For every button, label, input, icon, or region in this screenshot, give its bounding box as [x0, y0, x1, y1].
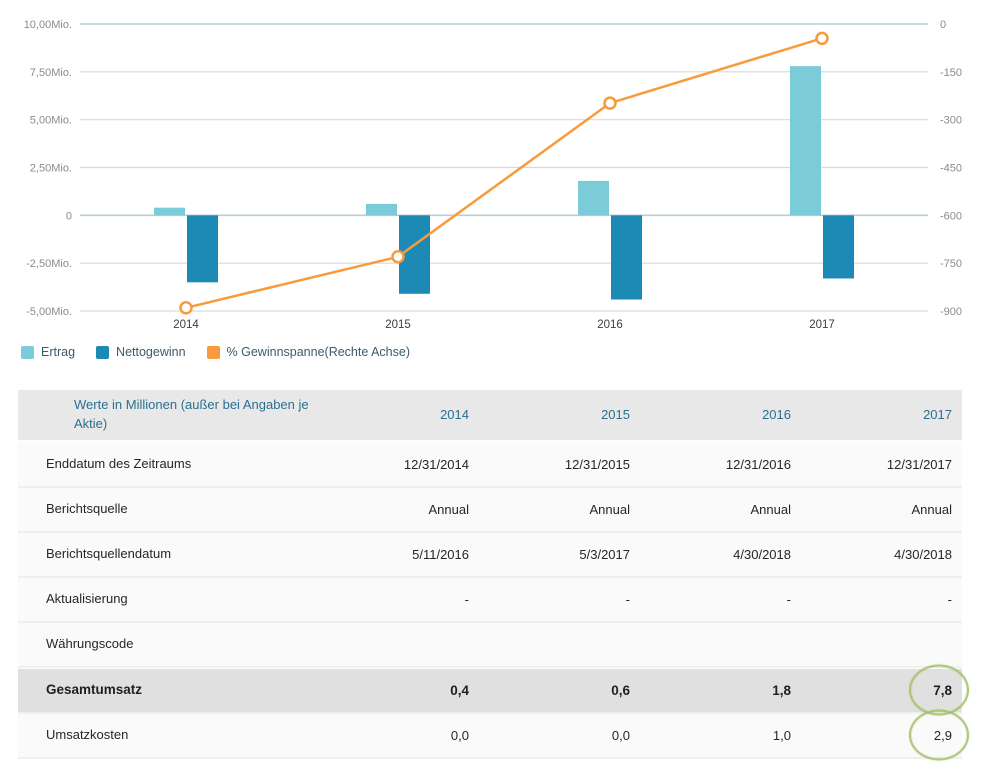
legend-item-nettogewinn[interactable]: Nettogewinn	[96, 345, 186, 359]
line-point[interactable]	[179, 301, 193, 315]
table-cell	[318, 638, 479, 650]
x-axis-category-label: 2014	[173, 319, 199, 331]
table-cell: 2,9	[801, 709, 969, 761]
row-label: Währungscode	[46, 635, 134, 651]
table-cell: 12/31/2016	[725, 456, 791, 472]
legend-swatch-icon	[96, 345, 110, 359]
table-row: Aktualisierung - - - -	[18, 577, 962, 623]
table-cell	[801, 638, 962, 650]
table-cell: Annual	[750, 501, 791, 517]
table-cell	[479, 638, 640, 650]
legend-item-ertrag[interactable]: Ertrag	[21, 345, 75, 359]
table-cell: 0,4	[450, 682, 469, 698]
table-header-row: Werte in Millionen (außer bei Angaben je…	[18, 390, 962, 443]
table-cell: 12/31/2017	[886, 456, 952, 472]
left-axis-tick-label: 0	[66, 210, 72, 222]
legend-label: Nettogewinn	[116, 345, 186, 359]
bar-nettogewinn[interactable]	[823, 215, 854, 279]
highlight-circle	[909, 664, 969, 716]
row-label: Gesamtumsatz	[46, 682, 143, 698]
right-axis-tick-label: -300	[940, 115, 962, 127]
table-cell: 0,6	[611, 682, 630, 698]
table-header-year: 2017	[923, 407, 952, 423]
table-cell: 1,8	[772, 682, 791, 698]
bar-nettogewinn[interactable]	[611, 215, 642, 300]
table-row: Gesamtumsatz 0,4 0,6 1,8 7,8	[18, 664, 969, 716]
table-cell: 12/31/2014	[403, 456, 469, 472]
right-axis-tick-label: -600	[940, 210, 962, 222]
right-axis-tick-label: -150	[940, 67, 962, 79]
row-label: Berichtsquelle	[46, 500, 128, 516]
table-row: Umsatzkosten 0,0 0,0 1,0 2,9	[18, 709, 969, 761]
table-cell: -	[786, 591, 791, 607]
left-axis-tick-label: -5,00Mio.	[26, 306, 72, 318]
table-cell: 5/3/2017	[579, 546, 630, 562]
left-axis-tick-label: 10,00Mio.	[24, 19, 72, 31]
highlight-circle	[909, 709, 969, 761]
table-cell: Annual	[428, 501, 469, 517]
line-gewinnspanne[interactable]	[185, 37, 823, 310]
table-row: Berichtsquelle Annual Annual Annual Annual	[18, 487, 962, 533]
right-axis-tick-label: 0	[940, 19, 946, 31]
table-cell: 4/30/2018	[894, 546, 952, 562]
table-cell: 12/31/2015	[564, 456, 630, 472]
table-cell: 7,8	[801, 664, 969, 716]
bar-nettogewinn[interactable]	[187, 215, 218, 283]
left-axis-tick-label: 7,50Mio.	[30, 67, 72, 79]
x-axis-category-label: 2015	[385, 319, 411, 331]
table-cell: 5/11/2016	[412, 546, 469, 562]
table-body: Enddatum des Zeitraums 12/31/2014 12/31/20…	[18, 442, 969, 761]
legend-label: Ertrag	[41, 345, 76, 359]
table-header-year: 2014	[440, 407, 469, 423]
table-cell: 0,0	[611, 727, 630, 743]
combo-chart: 10,00Mio. 7,50Mio. 5,00Mio. 2,50Mio. 0 -2,50M…	[24, 19, 962, 331]
legend-label: % Gewinnspanne(Rechte Achse)	[226, 345, 410, 359]
table-cell	[640, 638, 801, 650]
financials-table: Werte in Millionen (außer bei Angaben je…	[18, 390, 969, 761]
row-label: Enddatum des Zeitraums	[46, 455, 192, 471]
legend-swatch-icon	[21, 345, 34, 359]
left-axis-tick-label: 2,50Mio.	[30, 163, 72, 175]
line-point[interactable]	[815, 31, 829, 46]
bar-ertrag[interactable]	[154, 207, 185, 216]
table-cell: 1,0	[772, 727, 791, 743]
table-cell: 0,0	[450, 727, 469, 743]
row-label: Umsatzkosten	[46, 726, 129, 742]
row-label: Aktualisierung	[46, 590, 128, 606]
table-cell: 4/30/2018	[733, 546, 791, 562]
line-point[interactable]	[603, 96, 617, 110]
table-cell: -	[464, 591, 469, 607]
bar-ertrag[interactable]	[578, 180, 609, 216]
table-cell: Annual	[911, 501, 952, 517]
x-axis-category-label: 2016	[597, 319, 623, 331]
table-header-label: Werte in Millionen (außer bei Angaben je…	[74, 397, 309, 431]
left-axis-tick-label: 5,00Mio.	[30, 115, 72, 127]
table-header-year: 2015	[601, 407, 630, 423]
x-axis-category-label: 2017	[809, 319, 835, 331]
line-point[interactable]	[391, 250, 405, 264]
table-row: Berichtsquellendatum 5/11/2016 5/3/2017 4/3…	[18, 532, 962, 578]
chart-legend: Ertrag Nettogewinn % Gewinnspanne(Rechte A…	[21, 345, 410, 359]
table-row: Währungscode	[18, 622, 962, 668]
legend-swatch-icon	[206, 345, 220, 359]
bar-ertrag[interactable]	[366, 203, 397, 216]
left-axis-tick-label: -2,50Mio.	[26, 258, 72, 270]
right-axis-tick-label: -750	[940, 258, 962, 270]
legend-item--gewinnspanne-rechte-achse-[interactable]: % Gewinnspanne(Rechte Achse)	[206, 345, 410, 359]
right-axis-tick-label: -450	[940, 163, 962, 175]
row-label: Berichtsquellendatum	[46, 545, 172, 561]
table-cell: Annual	[589, 501, 630, 517]
table-cell: -	[947, 591, 952, 607]
right-axis-tick-label: -900	[940, 306, 962, 318]
table-row: Enddatum des Zeitraums 12/31/2014 12/31/20…	[18, 442, 962, 488]
table-cell: -	[625, 591, 630, 607]
bar-ertrag[interactable]	[790, 66, 821, 216]
table-header-year: 2016	[762, 407, 791, 423]
